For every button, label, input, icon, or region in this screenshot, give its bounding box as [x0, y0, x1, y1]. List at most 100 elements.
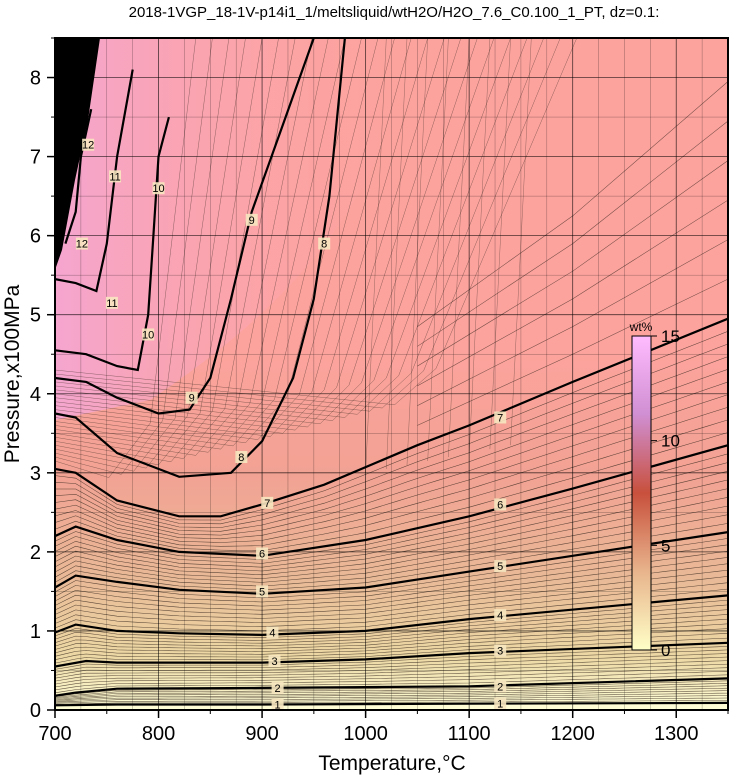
contour-label-7: 7	[261, 496, 274, 510]
contour-label-text: 7	[497, 412, 503, 424]
contour-label-bg	[494, 644, 507, 657]
contour-label-10: 10	[142, 328, 154, 341]
contour-label-bg	[152, 182, 165, 195]
contour-lines	[55, 38, 728, 707]
minor-contour	[448, 38, 470, 458]
colorbar-tick-label: 5	[661, 536, 670, 555]
contour-label-4: 4	[494, 609, 507, 622]
contour-label-10: 10	[152, 182, 165, 195]
contour-label-text: 2	[497, 681, 503, 693]
contour-label-bg	[75, 237, 88, 250]
x-tick: 900	[245, 710, 279, 745]
y-tick: 8	[30, 68, 55, 90]
contour-label-text: 10	[142, 329, 154, 341]
minor-contour	[427, 38, 449, 462]
colorbar-unit: wt%	[629, 320, 653, 334]
y-tick: 5	[30, 305, 55, 327]
contour-label-bg	[494, 680, 507, 693]
contour-line-12	[64, 108, 93, 244]
minor-contour	[55, 38, 528, 415]
minor-contour	[55, 38, 445, 431]
contour-label-bg	[494, 498, 507, 511]
contour-label-text: 11	[109, 171, 120, 183]
colorbar-tick: 10	[651, 432, 680, 451]
contour-label-bg	[256, 547, 269, 560]
contour-label-3: 3	[494, 644, 507, 658]
contour-line-2	[55, 677, 728, 697]
y-tick: 3	[30, 463, 55, 485]
minor-contour	[365, 38, 387, 473]
contour-line-10	[55, 116, 170, 372]
minor-contour	[55, 38, 578, 406]
contour-label-text: 10	[152, 183, 164, 195]
minor-contour	[489, 38, 511, 450]
contour-label-bg	[256, 585, 269, 598]
colorbar-ticks: 0 5 10 15	[651, 327, 680, 660]
y-tick-label: 0	[30, 700, 41, 722]
minor-contour	[55, 38, 246, 469]
y-tick-label: 6	[30, 226, 41, 248]
minor-contour	[55, 38, 544, 412]
contour-label-1: 1	[494, 697, 507, 710]
minor-contour	[55, 38, 313, 456]
colorbar-tick-label: 10	[661, 432, 680, 451]
contour-label-bg	[109, 170, 122, 183]
contour-line-3	[55, 641, 728, 668]
contour-label-text: 12	[76, 239, 88, 251]
y-axis-label: Pressure,x100MPa	[1, 284, 24, 463]
y-tick: 2	[30, 542, 55, 564]
contour-label-text: 9	[249, 215, 255, 227]
contour-label-6: 6	[256, 547, 269, 560]
minor-contour	[55, 38, 428, 434]
y-tick: 4	[30, 384, 55, 406]
contour-label-bg	[271, 681, 284, 694]
minor-contour	[55, 38, 379, 444]
contour-label-9: 9	[185, 391, 198, 405]
minor-contour	[468, 38, 491, 454]
contour-label-8: 8	[318, 237, 331, 251]
minor-contour	[55, 38, 329, 453]
contour-label-5: 5	[256, 585, 269, 598]
y-tick: 0	[30, 700, 55, 722]
minor-contour	[55, 38, 296, 459]
colorbar: wt% 0 5 10 15	[629, 320, 680, 660]
x-tick-label: 1300	[654, 723, 699, 745]
y-tick-label: 3	[30, 463, 41, 485]
contour-label-1: 1	[271, 698, 284, 711]
minor-contour	[55, 38, 346, 450]
black-region	[55, 38, 100, 270]
y-tick-label: 2	[30, 542, 41, 564]
contour-label-bg	[494, 609, 507, 622]
minor-contour	[55, 38, 395, 440]
contour-label-2: 2	[494, 680, 507, 693]
minor-contour	[55, 38, 279, 463]
contour-line-9	[55, 38, 315, 415]
contour-label-bg	[185, 391, 198, 404]
colorbar-tick-label: 15	[661, 327, 680, 346]
y-tick-label: 4	[30, 384, 41, 406]
contour-label-11: 11	[109, 170, 122, 183]
contour-label-3: 3	[268, 654, 281, 668]
colorbar-tick-label: 0	[661, 641, 670, 660]
contour-label-5: 5	[494, 560, 507, 573]
colorbar-tick: 0	[651, 641, 670, 660]
contour-label-2: 2	[271, 681, 284, 695]
contour-label-bg	[245, 213, 258, 226]
minor-contour	[55, 38, 362, 447]
contour-label-6: 6	[494, 498, 507, 511]
contour-line-11	[55, 69, 134, 293]
x-tick: 1300	[654, 710, 699, 745]
x-tick: 1200	[550, 710, 595, 745]
x-tick: 800	[142, 710, 175, 745]
contour-label-text: 6	[497, 499, 503, 511]
y-tick: 1	[30, 621, 55, 643]
x-tick-label: 1200	[550, 723, 595, 745]
contour-label-text: 1	[275, 699, 281, 711]
x-tick-label: 900	[245, 723, 278, 745]
contour-label-bg	[82, 138, 95, 151]
minor-contour	[55, 38, 197, 478]
contour-label-bg	[494, 560, 507, 573]
contour-label-bg	[318, 237, 331, 250]
contour-label-text: 5	[497, 561, 503, 573]
